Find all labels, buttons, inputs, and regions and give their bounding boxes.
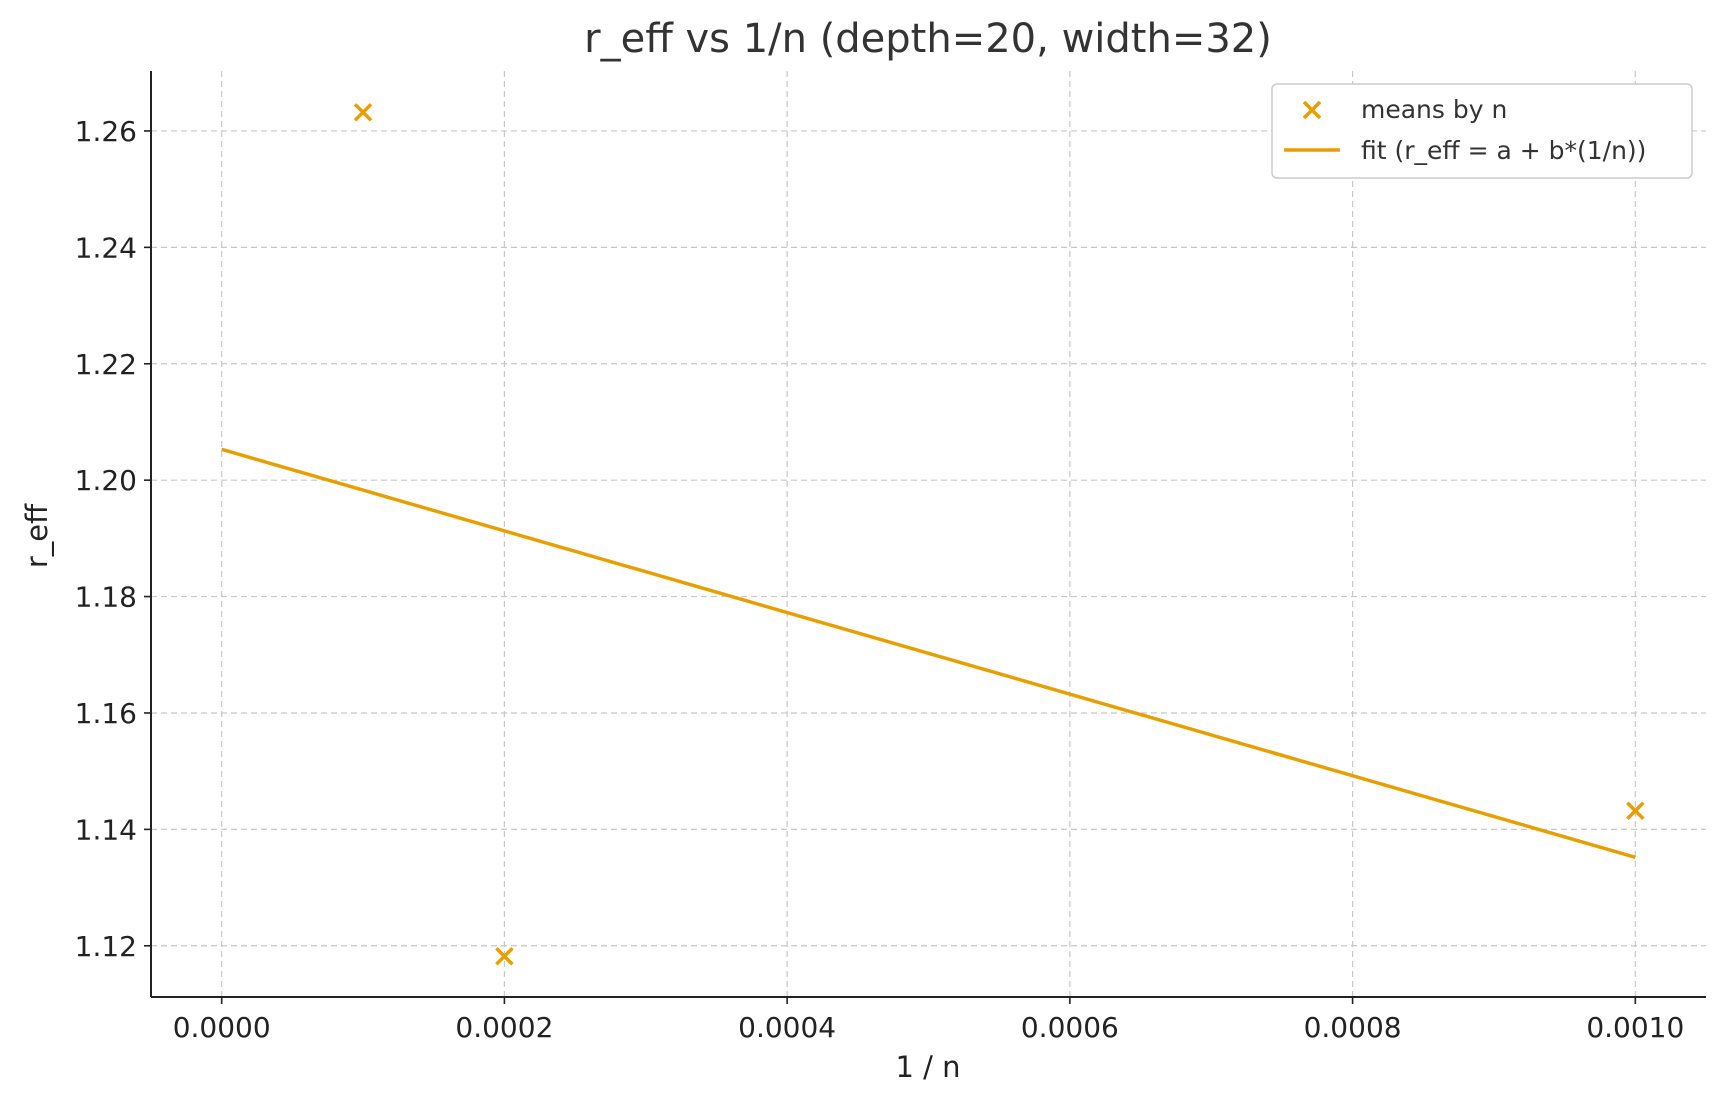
tick-labels: 0.0000 0.0002 0.0004 0.0006 0.0008 0.0010 1.12… bbox=[75, 115, 1685, 1044]
y-tick-label: 1.20 bbox=[75, 464, 137, 497]
scatter-point bbox=[495, 947, 514, 966]
legend-box bbox=[1271, 83, 1693, 179]
y-tick-label: 1.18 bbox=[75, 581, 137, 614]
legend-marker-means-by-n bbox=[1302, 100, 1322, 120]
legend: means by n fit (r_eff = a + b*(1/n)) bbox=[1271, 83, 1693, 179]
plot-series bbox=[221, 103, 1645, 966]
x-tick-label: 0.0004 bbox=[738, 1011, 836, 1044]
y-tick-label: 1.14 bbox=[75, 813, 137, 846]
y-axis-label: r_eff bbox=[20, 503, 54, 568]
y-tick-label: 1.12 bbox=[75, 930, 137, 963]
x-tick-label: 0.0008 bbox=[1304, 1011, 1402, 1044]
y-tick-label: 1.16 bbox=[75, 697, 137, 730]
scatter-point bbox=[353, 103, 373, 122]
x-tick-label: 0.0006 bbox=[1021, 1011, 1119, 1044]
x-tick-label: 0.0002 bbox=[455, 1011, 553, 1044]
x-axis-label: 1 / n bbox=[895, 1050, 960, 1084]
fit-line bbox=[221, 447, 1636, 859]
y-tick-label: 1.24 bbox=[75, 231, 137, 264]
axes bbox=[144, 71, 1706, 1004]
legend-label-means-by-n: means by n bbox=[1361, 95, 1507, 124]
y-tick-label: 1.22 bbox=[75, 348, 137, 381]
legend-x-marker bbox=[1302, 100, 1322, 120]
grid bbox=[151, 71, 1706, 997]
x-tick-label: 0.0010 bbox=[1586, 1011, 1684, 1044]
legend-label-fit: fit (r_eff = a + b*(1/n)) bbox=[1361, 136, 1646, 165]
y-tick-label: 1.26 bbox=[75, 115, 137, 148]
x-tick-label: 0.0000 bbox=[173, 1011, 271, 1044]
chart-title: r_eff vs 1/n (depth=20, width=32) bbox=[584, 16, 1272, 62]
scatter-point bbox=[1626, 801, 1645, 820]
